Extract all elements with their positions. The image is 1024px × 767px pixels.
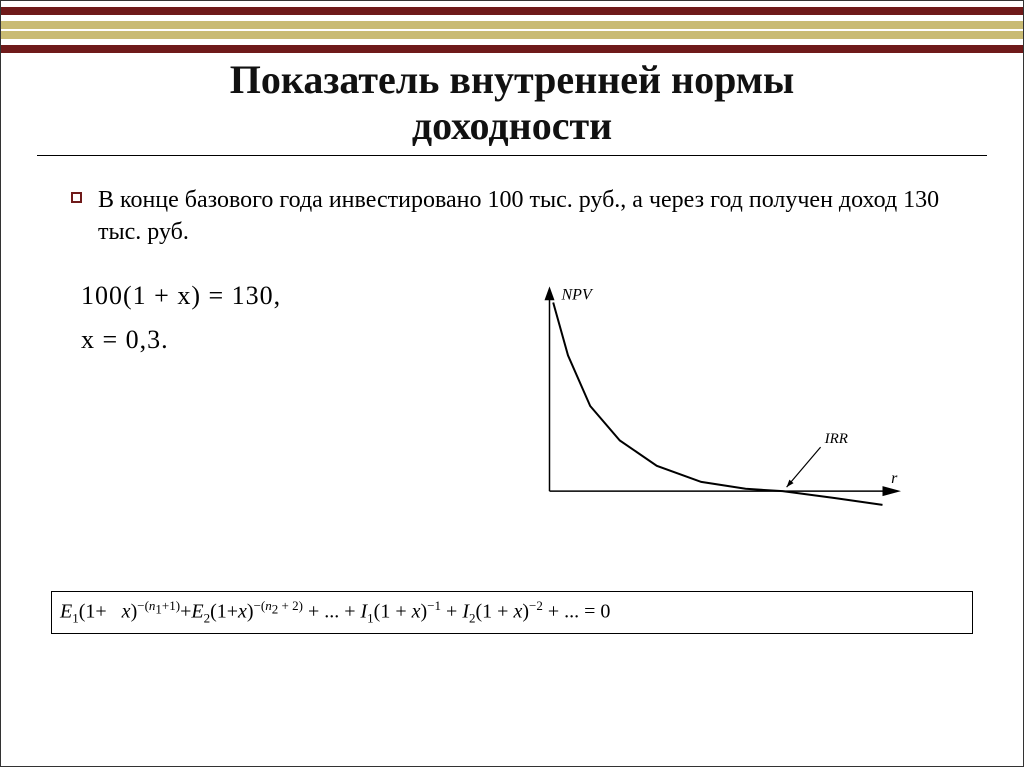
title-line-1: Показатель внутренней нормы	[230, 57, 794, 102]
equation-block: 100(1 + x) = 130, x = 0,3.	[81, 281, 281, 355]
bullet-text: В конце базового года инвестировано 100 …	[98, 184, 953, 249]
bullet-row: В конце базового года инвестировано 100 …	[71, 184, 953, 249]
npv-chart: NPV r IRR	[501, 271, 931, 551]
band-outer-top	[1, 7, 1023, 15]
slide-title: Показатель внутренней нормы доходности	[1, 57, 1023, 149]
long-formula: E1(1+ x)−(n1+1)+E2(1+x)−(n2 + 2) + ... +…	[51, 591, 973, 634]
npv-chart-svg: NPV r IRR	[501, 271, 931, 551]
band-outer-bottom	[1, 45, 1023, 53]
svg-text:NPV: NPV	[561, 287, 594, 304]
svg-text:IRR: IRR	[824, 431, 848, 447]
body-area: В конце базового года инвестировано 100 …	[1, 166, 1023, 249]
square-bullet-icon	[71, 192, 82, 203]
equation-2: x = 0,3.	[81, 325, 281, 355]
title-line-2: доходности	[412, 103, 612, 148]
band-inner-bottom	[1, 31, 1023, 39]
title-underline	[37, 155, 987, 156]
band-inner-top	[1, 21, 1023, 29]
svg-text:r: r	[891, 470, 898, 487]
slide: Показатель внутренней нормы доходности В…	[0, 0, 1024, 767]
equation-1: 100(1 + x) = 130,	[81, 281, 281, 311]
